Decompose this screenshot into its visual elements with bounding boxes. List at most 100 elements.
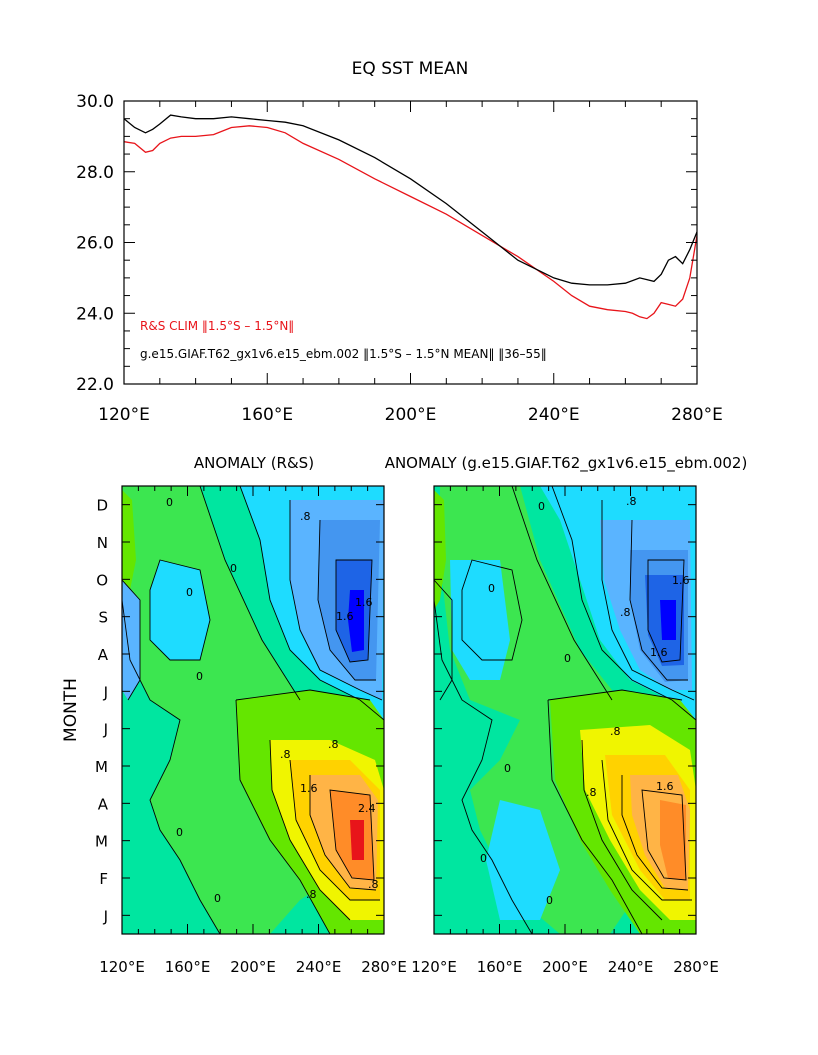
legend-model: g.e15.GIAF.T62_gx1v6.e15_ebm.002 ‖1.5°S … <box>140 347 547 361</box>
x-tick-label: 240°E <box>608 958 654 976</box>
x-tick-label: 200°E <box>230 958 276 976</box>
contour-label: 0 <box>214 892 221 905</box>
contour-line <box>317 519 376 681</box>
y-tick-label: 26.0 <box>76 234 114 254</box>
x-tick-label: 200°E <box>542 958 588 976</box>
contour-label: .8 <box>306 888 317 901</box>
contour-line <box>647 559 685 663</box>
left-lightgreen-west <box>122 490 136 610</box>
top-legend: R&S CLIM ‖1.5°S – 1.5°N‖ g.e15.GIAF.T62_… <box>140 319 547 361</box>
x-tick-label: 120°E <box>98 405 150 425</box>
contour-label: .8 <box>586 786 597 799</box>
month-tick-label: O <box>96 571 108 589</box>
right-warm-5 <box>660 800 686 880</box>
series-line-1 <box>124 114 697 286</box>
contour-label: 0 <box>196 670 203 683</box>
x-tick-label: 160°E <box>165 958 211 976</box>
x-tick-label: 280°E <box>361 958 407 976</box>
right-heatmap: .8 1.6 1.6 .8 0 0 0 0 .8 1.6 .8 0 0 <box>434 486 696 934</box>
contour-label: 0 <box>564 652 571 665</box>
contour-line <box>329 789 375 881</box>
y-tick-label: 28.0 <box>76 163 114 183</box>
contour-line <box>551 486 696 721</box>
contour-line <box>289 500 383 701</box>
left-axes: 120°E 160°E 200°E 240°E 280°E J F M A M J J A S O N D <box>95 486 407 976</box>
month-tick-label: M <box>95 833 108 851</box>
contour-line <box>140 486 301 701</box>
series-line-0 <box>124 125 697 320</box>
anomaly-model-panel: ANOMALY (g.e15.GIAF.T62_gx1v6.e15_ebm.00… <box>385 454 748 976</box>
contour-line <box>461 559 523 661</box>
x-tick-label: 160°E <box>241 405 293 425</box>
contour-line <box>149 559 211 661</box>
contour-label: 1.6 <box>672 574 690 587</box>
contour-line <box>122 579 141 701</box>
contour-label: .8 <box>620 606 631 619</box>
contour-line <box>601 759 692 901</box>
contour-line <box>235 699 331 934</box>
month-tick-label: M <box>95 758 108 776</box>
contour-line <box>547 689 683 701</box>
left-panel-title: ANOMALY (R&S) <box>194 454 314 472</box>
contour-label: 0 <box>480 852 487 865</box>
right-cyan-south <box>486 800 560 920</box>
contour-label: 0 <box>538 500 545 513</box>
month-tick-label: N <box>97 534 108 552</box>
x-tick-label: 160°E <box>477 958 523 976</box>
contour-line <box>601 500 695 701</box>
x-tick-label: 200°E <box>385 405 437 425</box>
right-contours: .8 1.6 1.6 .8 0 0 0 0 .8 1.6 .8 0 0 <box>434 486 696 934</box>
month-tick-label: J <box>103 907 108 925</box>
right-axes: 120°E 160°E 200°E 240°E 280°E <box>411 486 719 976</box>
y-tick-label: 22.0 <box>76 375 114 395</box>
top-series-group <box>124 114 697 320</box>
right-cold-5 <box>660 600 676 640</box>
contour-line <box>629 519 688 681</box>
contour-label: .8 <box>368 878 379 891</box>
contour-line <box>581 739 663 921</box>
x-tick-label: 120°E <box>99 958 145 976</box>
x-tick-label: 240°E <box>296 958 342 976</box>
left-cyan-mid <box>150 560 210 660</box>
contour-label: 1.6 <box>656 780 674 793</box>
x-tick-label: 280°E <box>673 958 719 976</box>
month-axis-label: MONTH <box>61 678 81 742</box>
contour-label: .8 <box>610 725 621 738</box>
sst-mean-chart: EQ SST MEAN 22.0 24.0 26.0 28.0 30.0 120°E 160… <box>76 59 723 425</box>
month-tick-label: D <box>96 497 108 515</box>
month-tick-label: J <box>103 721 108 739</box>
contour-label: 1.6 <box>300 782 318 795</box>
x-tick-label: 120°E <box>411 958 457 976</box>
top-plot-frame <box>123 100 698 385</box>
legend-rs: R&S CLIM ‖1.5°S – 1.5°N‖ <box>140 319 294 333</box>
month-tick-label: A <box>98 646 109 664</box>
contour-label: 0 <box>176 826 183 839</box>
top-chart-title: EQ SST MEAN <box>352 59 469 79</box>
contour-label: 1.6 <box>650 646 668 659</box>
contour-line <box>269 739 351 921</box>
contour-label: 0 <box>186 586 193 599</box>
contour-line <box>239 486 384 721</box>
contour-line <box>289 759 380 901</box>
left-cyan-west <box>122 580 140 700</box>
x-tick-label: 280°E <box>671 405 723 425</box>
month-tick-label: A <box>98 795 109 813</box>
x-tick-label: 240°E <box>528 405 580 425</box>
month-tick-label: S <box>98 609 108 627</box>
top-axes: 22.0 24.0 26.0 28.0 30.0 120°E 160°E 200°E 240°E… <box>76 92 723 425</box>
month-tick-label: F <box>99 870 108 888</box>
contour-label: 0 <box>166 496 173 509</box>
contour-line <box>434 579 453 701</box>
y-tick-label: 30.0 <box>76 92 114 112</box>
contour-line <box>335 559 373 663</box>
anomaly-rs-panel: ANOMALY (R&S) MONTH .81.61.60000.81.62.4… <box>61 454 407 976</box>
contour-line <box>641 789 687 881</box>
contour-label: .8 <box>626 495 637 508</box>
contour-line <box>621 775 689 891</box>
contour-label: 1.6 <box>336 610 354 623</box>
right-lightgreen-west <box>434 490 446 610</box>
month-tick-label: J <box>103 683 108 701</box>
